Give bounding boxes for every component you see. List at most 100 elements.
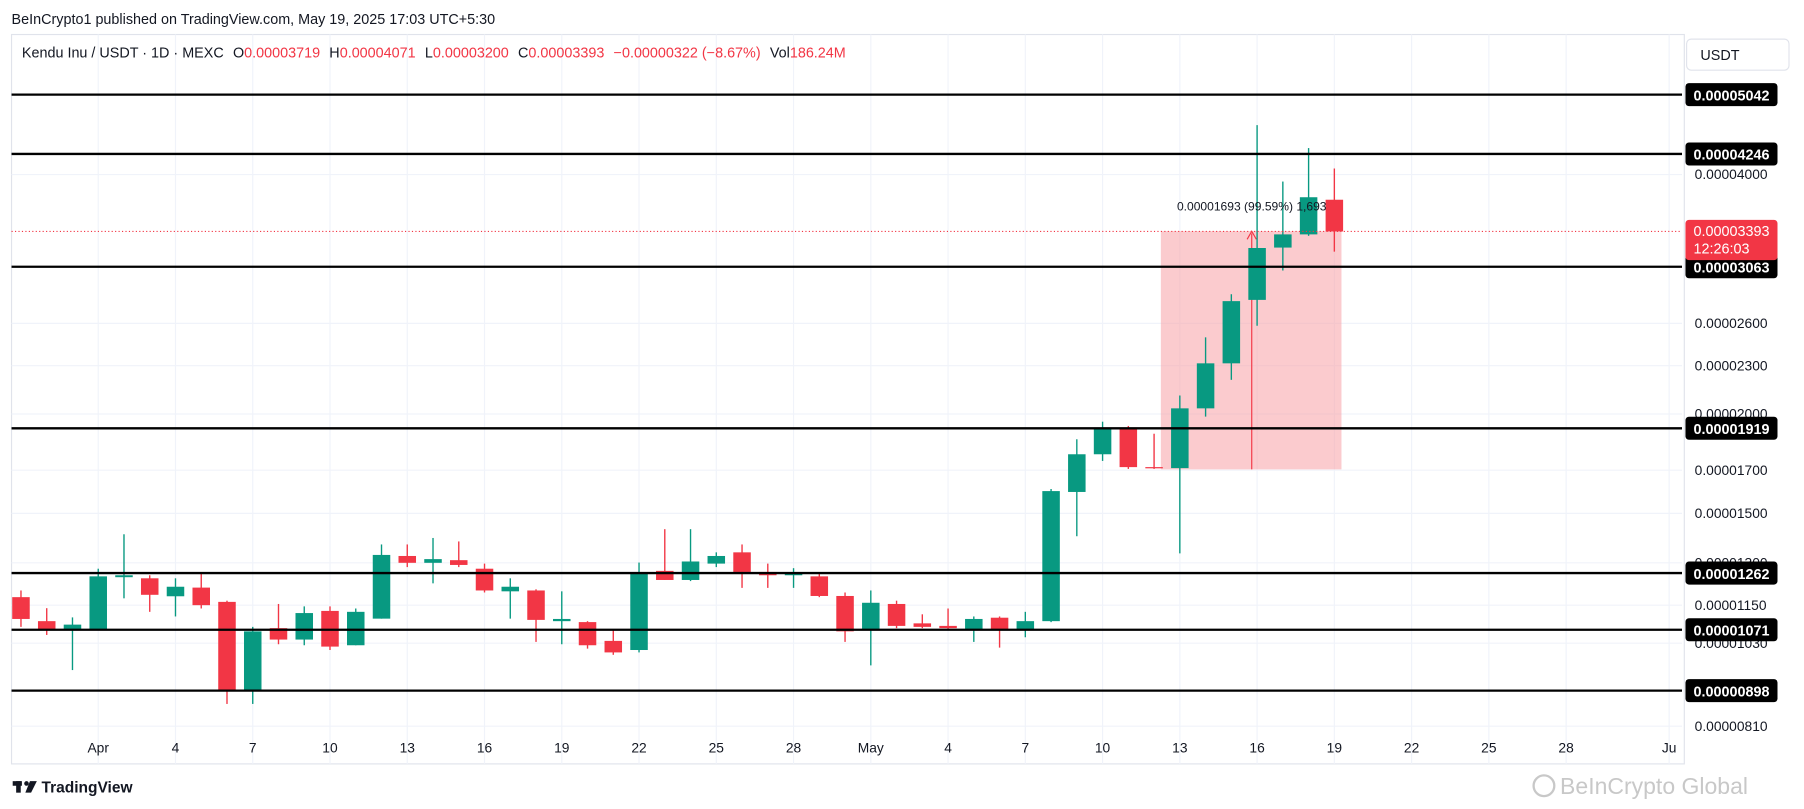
symbol-legend: Kendu Inu / USDT · 1D · MEXC O0.00003719 H… bbox=[22, 46, 846, 62]
level-label: 0.00004246 bbox=[1694, 148, 1770, 164]
candle-body bbox=[501, 586, 520, 592]
candle-body bbox=[681, 561, 700, 580]
candle-body bbox=[939, 625, 957, 629]
volume-label: Vol bbox=[770, 46, 790, 62]
y-tick-label: 0.00000810 bbox=[1695, 719, 1768, 734]
candle-body bbox=[862, 602, 880, 631]
candle-body bbox=[1299, 197, 1318, 235]
close-label: C bbox=[518, 46, 528, 62]
y-tick-label: 0.00001150 bbox=[1695, 598, 1767, 613]
candle-body bbox=[1171, 408, 1189, 469]
x-tick-label: 4 bbox=[944, 740, 952, 755]
high-label: H bbox=[329, 46, 339, 62]
candle-body bbox=[527, 590, 545, 620]
volume-value: 186.24M bbox=[790, 46, 846, 62]
x-tick-label: 7 bbox=[1021, 740, 1029, 755]
close-value: 0.00003393 bbox=[528, 46, 604, 62]
level-label: 0.00001919 bbox=[1694, 422, 1770, 438]
candle-body bbox=[218, 601, 236, 691]
candles-layer bbox=[12, 125, 1344, 704]
plot-area bbox=[10, 33, 1685, 765]
x-tick-label: 22 bbox=[1404, 740, 1419, 755]
candle-body bbox=[1093, 428, 1112, 455]
open-value: 0.00003719 bbox=[244, 46, 320, 62]
level-label-box bbox=[1685, 561, 1778, 585]
candle-body bbox=[1248, 248, 1266, 300]
candle-body bbox=[965, 618, 983, 630]
x-tick-label: 28 bbox=[1558, 740, 1574, 755]
level-label: 0.00003063 bbox=[1694, 261, 1770, 277]
last-price-label: 0.00003393 bbox=[1694, 224, 1770, 240]
candle-body bbox=[1042, 491, 1060, 622]
level-label-box bbox=[1685, 416, 1778, 440]
open-label: O bbox=[233, 46, 244, 62]
candle-body bbox=[192, 587, 210, 606]
x-tick-label: 28 bbox=[786, 740, 802, 755]
candle-body bbox=[372, 554, 391, 619]
candle-body bbox=[63, 624, 82, 630]
countdown: 12:26:03 bbox=[1694, 241, 1750, 257]
candle-body bbox=[140, 578, 159, 595]
x-tick-label: 10 bbox=[322, 740, 338, 755]
candle-body bbox=[115, 575, 133, 578]
overlay-layer: Apr 4 7 10 13 16 19 22 25 28 May 4 7 10 13 16 19 22 25 28 Ju… bbox=[11, 83, 1778, 755]
watermark-logo bbox=[1532, 774, 1556, 798]
level-label-box bbox=[1685, 142, 1778, 166]
level-label-box bbox=[1685, 255, 1778, 279]
candle-body bbox=[1274, 234, 1292, 248]
candle-body bbox=[656, 570, 674, 580]
candle-body bbox=[707, 555, 726, 564]
x-tick-label: 19 bbox=[554, 740, 570, 755]
y-tick-label: 0.00001500 bbox=[1695, 506, 1768, 521]
x-tick-label: 16 bbox=[477, 740, 493, 755]
level-label: 0.00000898 bbox=[1694, 684, 1770, 700]
published-line: BeInCrypto1 published on TradingView.com… bbox=[12, 12, 496, 28]
candle-body bbox=[1068, 454, 1086, 492]
candle-body bbox=[398, 555, 417, 563]
change-value: −0.00000322 (−8.67%) bbox=[614, 46, 761, 62]
brand-name: TradingView bbox=[41, 780, 133, 797]
level-label-box bbox=[1685, 618, 1778, 642]
currency-button[interactable] bbox=[1686, 38, 1790, 71]
last-price-box bbox=[1685, 219, 1778, 261]
high-value: 0.00004071 bbox=[340, 46, 416, 62]
candle-body bbox=[1119, 428, 1138, 468]
level-label-box bbox=[1685, 679, 1778, 703]
measure-label: 0.00001693 (99.59%) 1,693 bbox=[1177, 200, 1327, 214]
candle-body bbox=[1196, 363, 1215, 409]
candle-body bbox=[346, 611, 365, 646]
currency-button-label[interactable]: USDT bbox=[1700, 48, 1739, 64]
watermark: BeInCrypto Global bbox=[1560, 773, 1748, 799]
candle-body bbox=[990, 617, 1009, 630]
grid-layer bbox=[10, 33, 1685, 765]
symbol: Kendu Inu / USDT · 1D · MEXC bbox=[22, 46, 224, 62]
level-label: 0.00005042 bbox=[1694, 88, 1770, 104]
candle-body bbox=[604, 640, 623, 653]
candle-body bbox=[553, 618, 571, 622]
y-tick-label: 0.00004000 bbox=[1695, 167, 1768, 182]
candle-body bbox=[1145, 467, 1163, 469]
y-tick-label: 0.00002300 bbox=[1695, 358, 1768, 373]
candle-body bbox=[295, 613, 314, 640]
candle-body bbox=[1016, 621, 1035, 630]
low-value: 0.00003200 bbox=[433, 46, 509, 62]
x-tick-label: 25 bbox=[1481, 740, 1497, 755]
candle-body bbox=[37, 621, 56, 631]
candle-body bbox=[89, 576, 107, 630]
y-tick-label: 0.00002600 bbox=[1695, 316, 1768, 331]
x-tick-label: Apr bbox=[87, 740, 109, 755]
level-label: 0.00001262 bbox=[1694, 567, 1770, 583]
x-tick-label: 7 bbox=[249, 740, 257, 755]
candle-body bbox=[1325, 199, 1344, 232]
candle-body bbox=[450, 560, 468, 565]
candle-body bbox=[166, 586, 185, 597]
candle-body bbox=[630, 573, 648, 651]
x-tick-label: 16 bbox=[1249, 740, 1265, 755]
candle-body bbox=[578, 622, 597, 646]
x-tick-label: 4 bbox=[172, 740, 180, 755]
candle-body bbox=[269, 628, 288, 640]
candle-body bbox=[887, 603, 906, 626]
x-tick-label: 19 bbox=[1327, 740, 1343, 755]
candle-body bbox=[733, 552, 751, 572]
